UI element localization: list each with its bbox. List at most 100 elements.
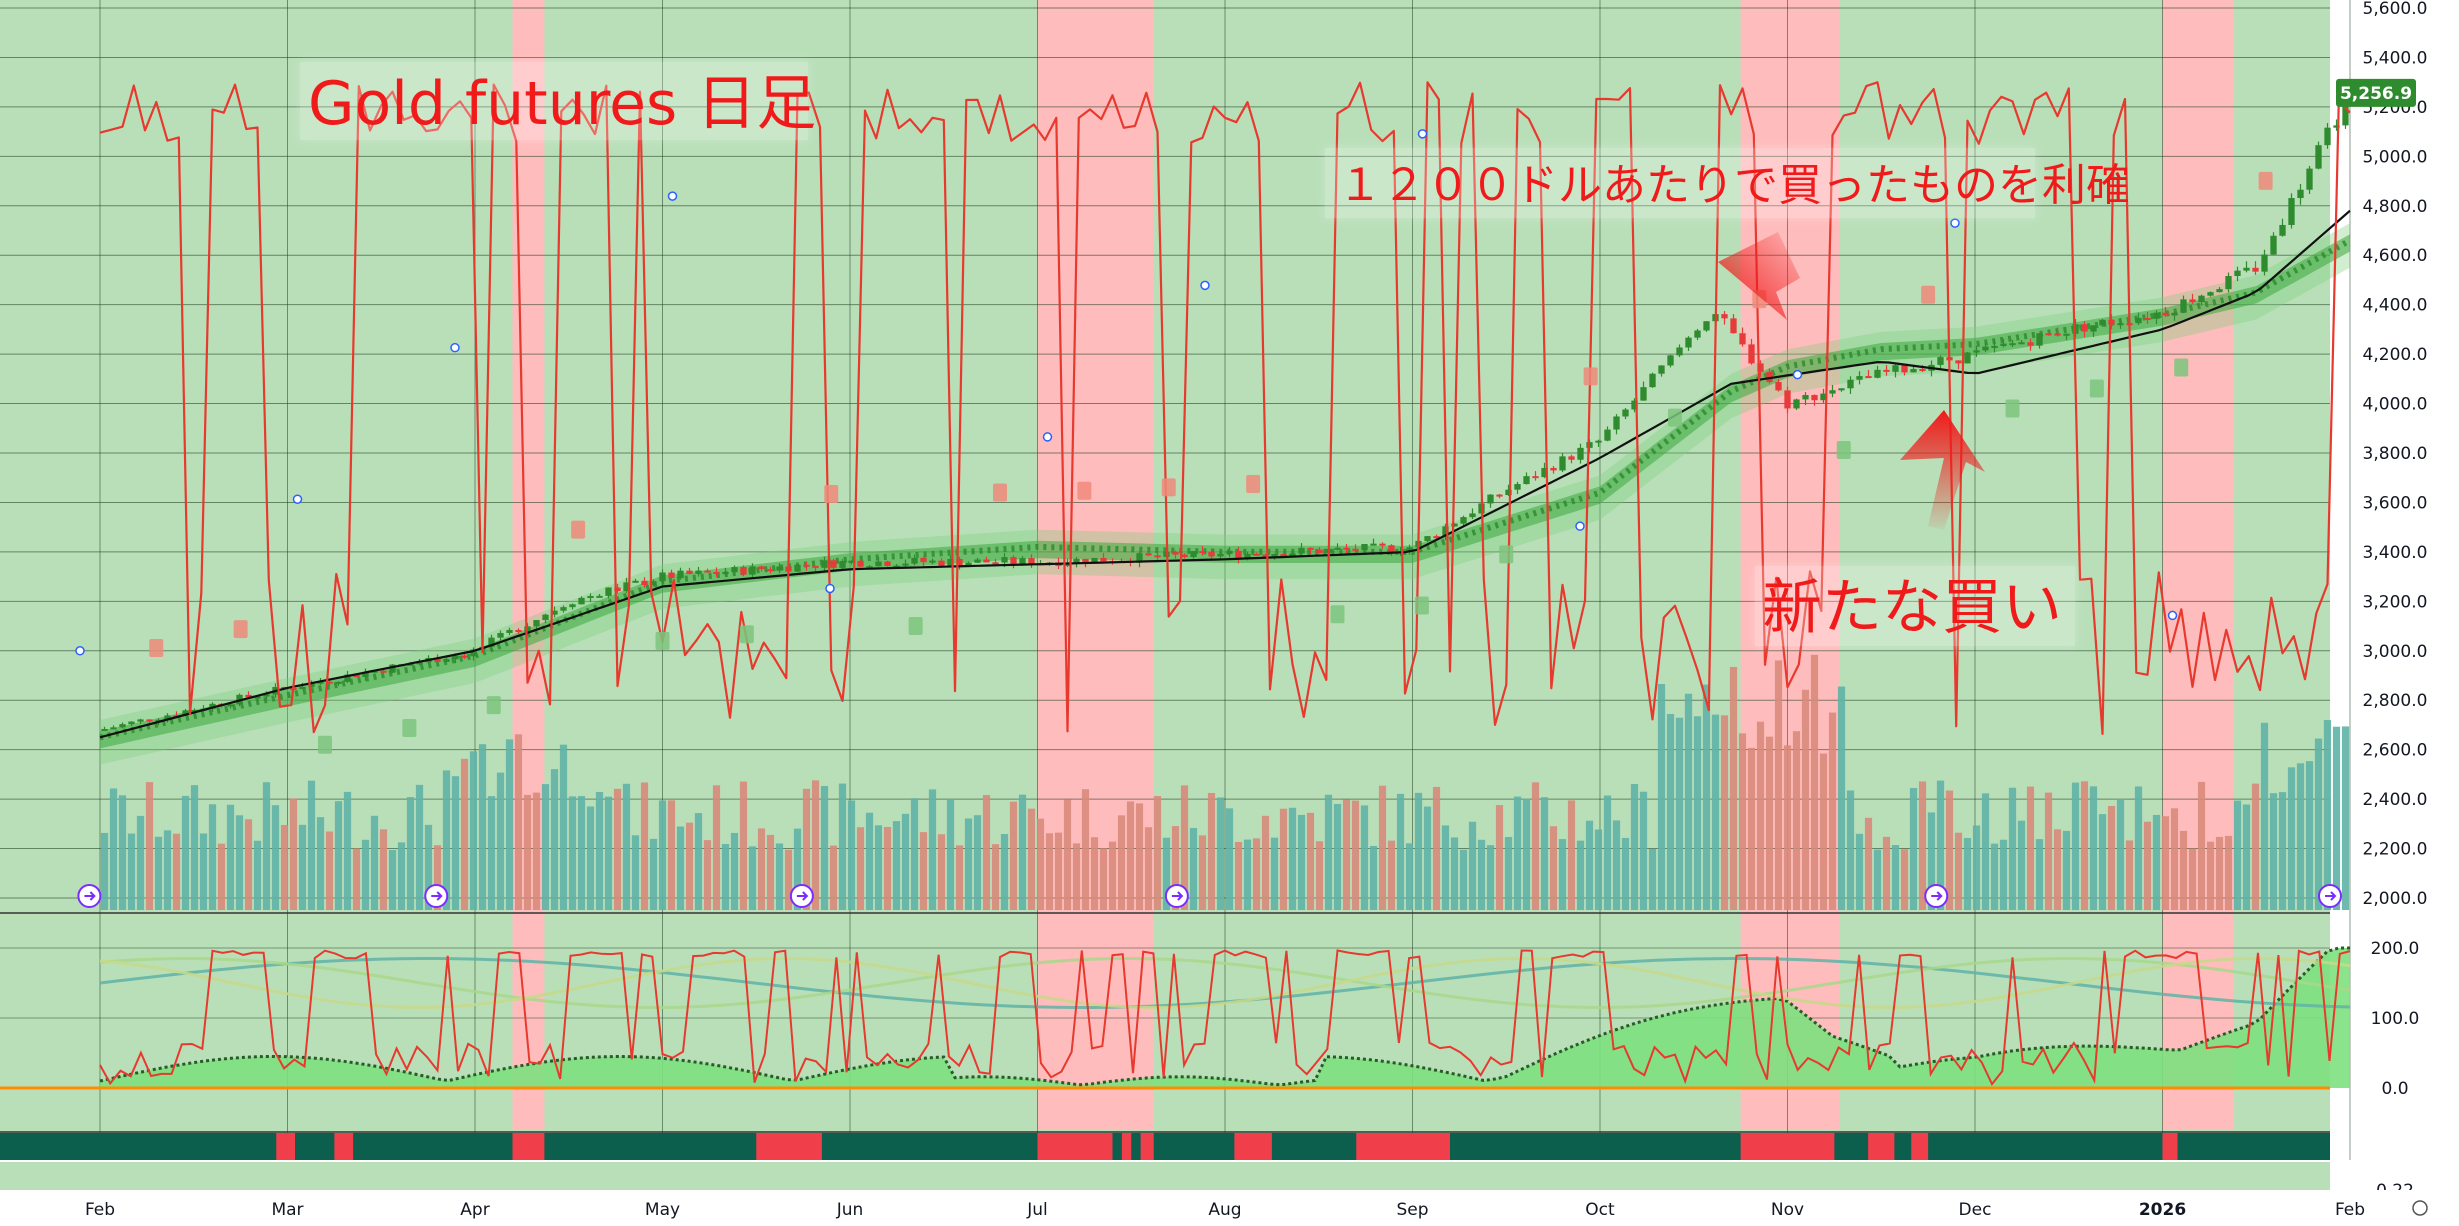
- month-label: Apr: [460, 1200, 489, 1220]
- volume-bar: [1873, 849, 1882, 910]
- volume-bar: [2242, 804, 2251, 910]
- candle-body: [1640, 387, 1647, 401]
- candle-body: [1208, 551, 1215, 557]
- volume-bar: [2323, 720, 2332, 910]
- volume-bar: [919, 832, 928, 910]
- candle-body: [1613, 416, 1620, 430]
- volume-bar: [676, 826, 685, 910]
- volume-bar: [793, 828, 802, 910]
- candle-body: [2009, 343, 2016, 346]
- candle-body: [2216, 289, 2223, 293]
- candle-body: [470, 649, 477, 657]
- candle-body: [1559, 456, 1566, 471]
- candle-body: [722, 572, 729, 575]
- price-axis[interactable]: 5,600.05,400.05,200.05,000.04,800.04,600…: [2336, 0, 2427, 1201]
- candle-body: [335, 681, 342, 684]
- volume-bar: [514, 734, 523, 910]
- candle-body: [1199, 551, 1206, 554]
- volume-bar: [982, 794, 991, 910]
- volume-bar: [964, 818, 973, 910]
- candle-body: [1820, 393, 1827, 401]
- price-axis-label: 4,800.0: [2363, 197, 2428, 217]
- settings-gear-icon[interactable]: [2412, 1200, 2428, 1216]
- event-icon: [2318, 884, 2342, 908]
- volume-bar: [2044, 792, 2053, 910]
- signal-strip-red: [1868, 1133, 1895, 1160]
- volume-bar: [1702, 684, 1711, 910]
- candle-body: [2099, 319, 2106, 326]
- moving-average-band: [99, 223, 2352, 765]
- candle-body: [1424, 536, 1431, 541]
- time-axis[interactable]: Feb Mar Apr May Jun Jul Aug Sep Oct Nov Dec 2026 Feb: [0, 1190, 2459, 1226]
- volume-bar: [955, 845, 964, 910]
- volume-bar: [1126, 801, 1135, 910]
- candle-body: [1442, 526, 1449, 537]
- candle-body: [1676, 347, 1683, 356]
- volume-bar: [2215, 836, 2224, 910]
- volume-bar: [1378, 785, 1387, 910]
- baseline-line: [99, 209, 2351, 739]
- candle-body: [2270, 235, 2277, 255]
- last-price-badge[interactable]: [2336, 78, 2416, 107]
- candle-body: [1865, 376, 1872, 379]
- sell-marker: [824, 485, 839, 504]
- candle-body: [902, 563, 909, 566]
- candle-body: [1253, 553, 1260, 556]
- event-icon: [1164, 884, 1189, 908]
- volume-bar: [1072, 843, 1081, 910]
- candle-body: [1082, 558, 1089, 564]
- event-arrow-icon: [431, 891, 443, 901]
- indicator-curve: [99, 956, 2351, 1010]
- candle-body: [1361, 543, 1368, 551]
- volume-bar: [2341, 726, 2350, 910]
- volume-bar: [2305, 761, 2314, 910]
- month-label: May: [645, 1200, 680, 1220]
- candle-body: [1847, 379, 1854, 389]
- volume-bar: [1864, 817, 1873, 910]
- price-axis-label: 3,400.0: [2363, 543, 2428, 563]
- volume-bar: [460, 758, 469, 910]
- candle-body: [1883, 369, 1890, 372]
- event-icon: [77, 884, 102, 908]
- volume-bar: [325, 831, 334, 910]
- price-axis-label: 4,600.0: [2363, 246, 2428, 266]
- candle-body: [2342, 95, 2349, 126]
- event-arrow-icon: [1171, 891, 1184, 901]
- volume-bar: [2125, 840, 2134, 910]
- buy-marker: [908, 617, 923, 636]
- volume-bar: [1171, 826, 1180, 910]
- volume-bar: [1468, 821, 1477, 910]
- volume-bar: [1081, 789, 1090, 910]
- candle-body: [1919, 369, 1926, 372]
- indicator-axis-label: 200.0: [2371, 939, 2420, 959]
- candle-body: [1541, 467, 1548, 478]
- candle-body: [506, 630, 513, 634]
- volume-bar: [1144, 827, 1153, 910]
- volume-bar: [1999, 839, 2008, 910]
- candle-body: [1829, 390, 1836, 394]
- volume-bar: [1405, 843, 1414, 910]
- volume-bar: [1576, 840, 1585, 910]
- candle-body: [920, 557, 927, 563]
- candle-body: [614, 587, 621, 592]
- candle-body: [488, 637, 495, 647]
- volume-bar: [1153, 796, 1162, 910]
- month-label: Sep: [1396, 1200, 1428, 1220]
- signal-strip-red: [2162, 1133, 2178, 1160]
- volume-bar: [298, 824, 307, 910]
- buy-marker: [1836, 441, 1851, 460]
- candle-body: [2306, 168, 2313, 190]
- volume-bar: [1972, 825, 1981, 910]
- candle-body: [164, 715, 171, 720]
- candle-body: [2198, 295, 2205, 303]
- candle-body: [956, 558, 963, 566]
- candle-body: [1280, 554, 1287, 557]
- buy-marker: [1330, 605, 1345, 624]
- volume-bar: [1351, 800, 1360, 910]
- candle-body: [2045, 333, 2052, 336]
- event-arrow-icon: [796, 891, 809, 901]
- indicator-dotted-line: [99, 946, 2350, 1087]
- buy-marker: [486, 696, 501, 715]
- volume-bar: [2332, 726, 2341, 910]
